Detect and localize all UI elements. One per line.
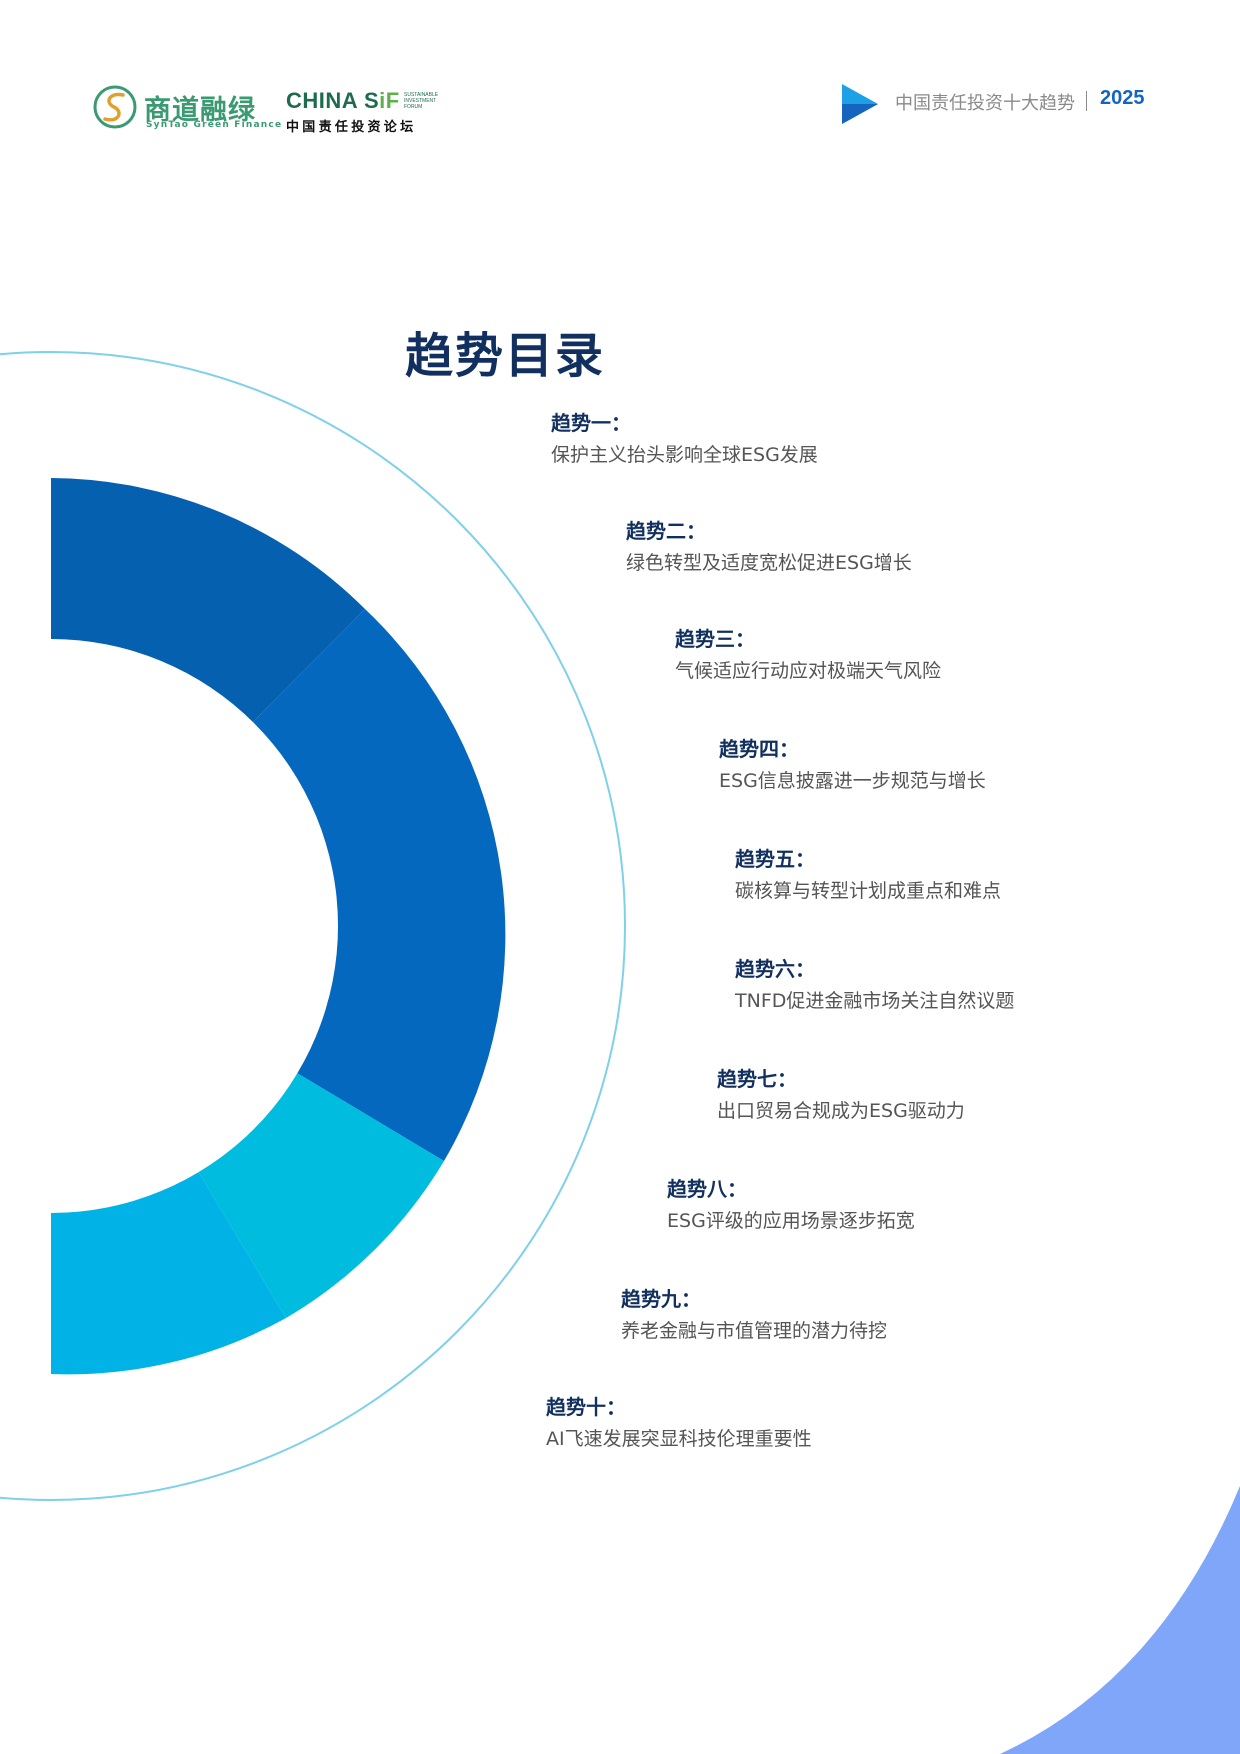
- syntao-mark-icon: [93, 85, 137, 129]
- outer-ring-outline: [0, 351, 626, 1501]
- trend-item-8: 趋势八： ESG评级的应用场景逐步拓宽: [667, 1176, 915, 1234]
- trend-item-9: 趋势九： 养老金融与市值管理的潜力待挖: [621, 1286, 887, 1344]
- trend-item-10: 趋势十： AI飞速发展突显科技伦理重要性: [546, 1394, 812, 1452]
- play-arrow-icon: [842, 84, 878, 124]
- donut-hole: [0, 639, 338, 1213]
- trend-item-5: 趋势五： 碳核算与转型计划成重点和难点: [735, 846, 1001, 904]
- syntao-logo-en: SynTao Green Finance: [146, 120, 283, 130]
- trend-description: 碳核算与转型计划成重点和难点: [735, 880, 1002, 902]
- china-sif-logo: CHINA SiF SUSTAINABLE INVESTMENT FORUM 中…: [286, 88, 456, 135]
- trend-description: 出口贸易合规成为ESG驱动力: [717, 1100, 965, 1122]
- trend-item-4: 趋势四： ESG信息披露进一步规范与增长: [719, 736, 986, 794]
- syntao-logo: 商道融绿 SynTao Green Finance: [92, 84, 281, 132]
- trend-description: 气候适应行动应对极端天气风险: [675, 660, 942, 682]
- trend-item-1: 趋势一： 保护主义抬头影响全球ESG发展: [551, 410, 818, 468]
- trend-label: 趋势一：: [551, 411, 631, 435]
- corner-decoration: [1000, 1486, 1240, 1754]
- trend-description: 绿色转型及适度宽松促进ESG增长: [626, 552, 912, 574]
- trend-label: 趋势九：: [621, 1287, 701, 1311]
- china-sif-small-text: SUSTAINABLE INVESTMENT FORUM: [404, 92, 439, 110]
- trend-label: 趋势十：: [546, 1395, 626, 1419]
- header-doc-title: 中国责任投资十大趋势: [895, 93, 1075, 114]
- china-sif-wordmark: CHINA SiF: [286, 88, 400, 114]
- trend-description: 养老金融与市值管理的潜力待挖: [621, 1320, 888, 1342]
- trend-description: AI飞速发展突显科技伦理重要性: [546, 1428, 812, 1450]
- trend-label: 趋势六：: [735, 957, 815, 981]
- china-sif-logo-cn: 中国责任投资论坛: [286, 120, 417, 135]
- trend-label: 趋势七：: [717, 1067, 797, 1091]
- china-sif-wordmark-main: CHINA S: [286, 88, 380, 113]
- trend-item-2: 趋势二： 绿色转型及适度宽松促进ESG增长: [626, 518, 912, 576]
- trend-description: ESG评级的应用场景逐步拓宽: [667, 1210, 915, 1232]
- trend-description: TNFD促进金融市场关注自然议题: [735, 990, 1015, 1012]
- header-year: 2025: [1100, 87, 1145, 109]
- trend-label: 趋势八：: [667, 1177, 747, 1201]
- trend-item-6: 趋势六： TNFD促进金融市场关注自然议题: [735, 956, 1014, 1014]
- trend-label: 趋势二：: [626, 519, 706, 543]
- trend-description: 保护主义抬头影响全球ESG发展: [551, 444, 818, 466]
- trend-label: 趋势四：: [719, 737, 799, 761]
- page-title: 趋势目录: [405, 328, 606, 384]
- trend-description: ESG信息披露进一步规范与增长: [719, 770, 986, 792]
- trend-label: 趋势三：: [675, 627, 755, 651]
- header-separator: [1086, 91, 1087, 111]
- china-sif-wordmark-accent: iF: [379, 88, 400, 113]
- trend-item-7: 趋势七： 出口贸易合规成为ESG驱动力: [717, 1066, 965, 1124]
- trend-item-3: 趋势三： 气候适应行动应对极端天气风险: [675, 626, 941, 684]
- trend-label: 趋势五：: [735, 847, 815, 871]
- syntao-logo-cn: 商道融绿: [144, 95, 256, 126]
